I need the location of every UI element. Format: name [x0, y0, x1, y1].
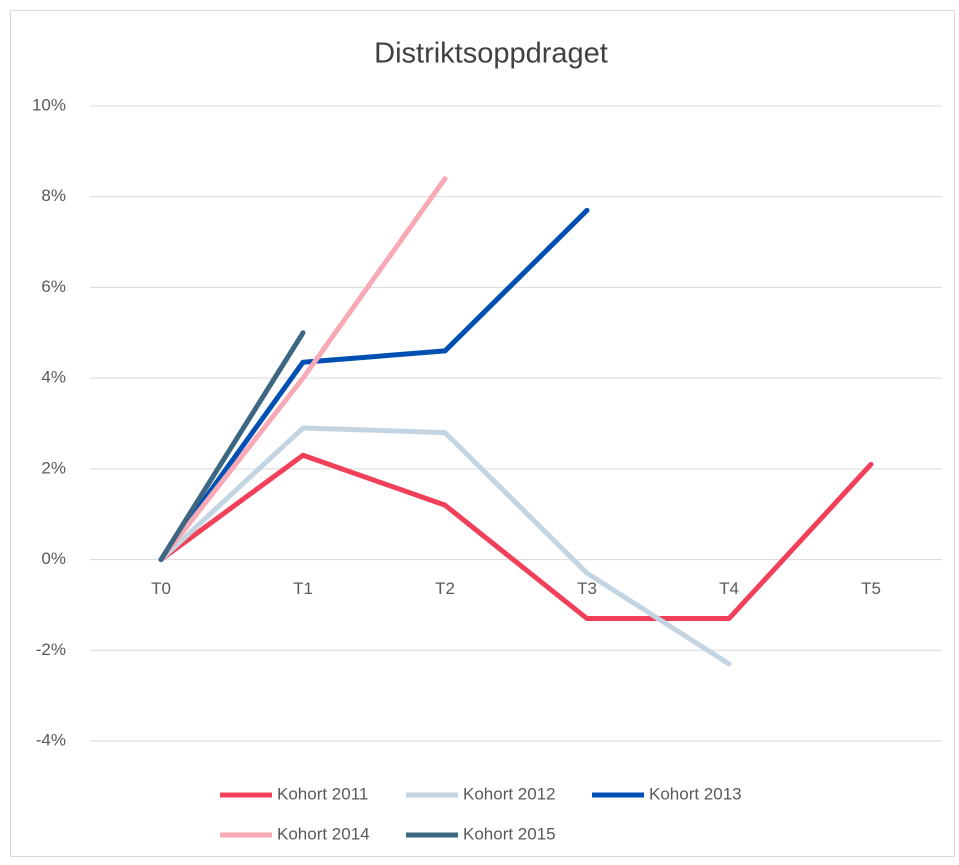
x-tick-label: T1	[293, 579, 313, 598]
x-tick-label: T5	[861, 579, 881, 598]
legend-label: Kohort 2014	[277, 824, 370, 843]
x-tick-label: T4	[719, 579, 739, 598]
series-line	[158, 452, 874, 622]
y-tick-label: 2%	[41, 458, 66, 477]
chart-title: Distriktsoppdraget	[374, 38, 608, 70]
y-tick-label: -2%	[36, 640, 66, 659]
x-tick-label: T3	[577, 579, 597, 598]
x-tick-label: T0	[151, 579, 171, 598]
series-line	[158, 207, 590, 563]
y-tick-label: 0%	[41, 549, 66, 568]
y-tick-label: 6%	[41, 277, 66, 296]
legend-label: Kohort 2011	[277, 784, 368, 803]
y-tick-label: 10%	[32, 95, 66, 114]
y-tick-label: 4%	[41, 368, 66, 387]
y-tick-label: -4%	[36, 730, 66, 749]
y-tick-label: 8%	[41, 186, 66, 205]
legend-label: Kohort 2015	[463, 824, 556, 843]
legend-label: Kohort 2013	[649, 784, 742, 803]
x-tick-label: T2	[435, 579, 455, 598]
series-line	[158, 425, 732, 667]
chart-border	[10, 10, 955, 857]
series-line	[158, 176, 448, 563]
legend-label: Kohort 2012	[463, 784, 556, 803]
series-line	[158, 330, 306, 563]
